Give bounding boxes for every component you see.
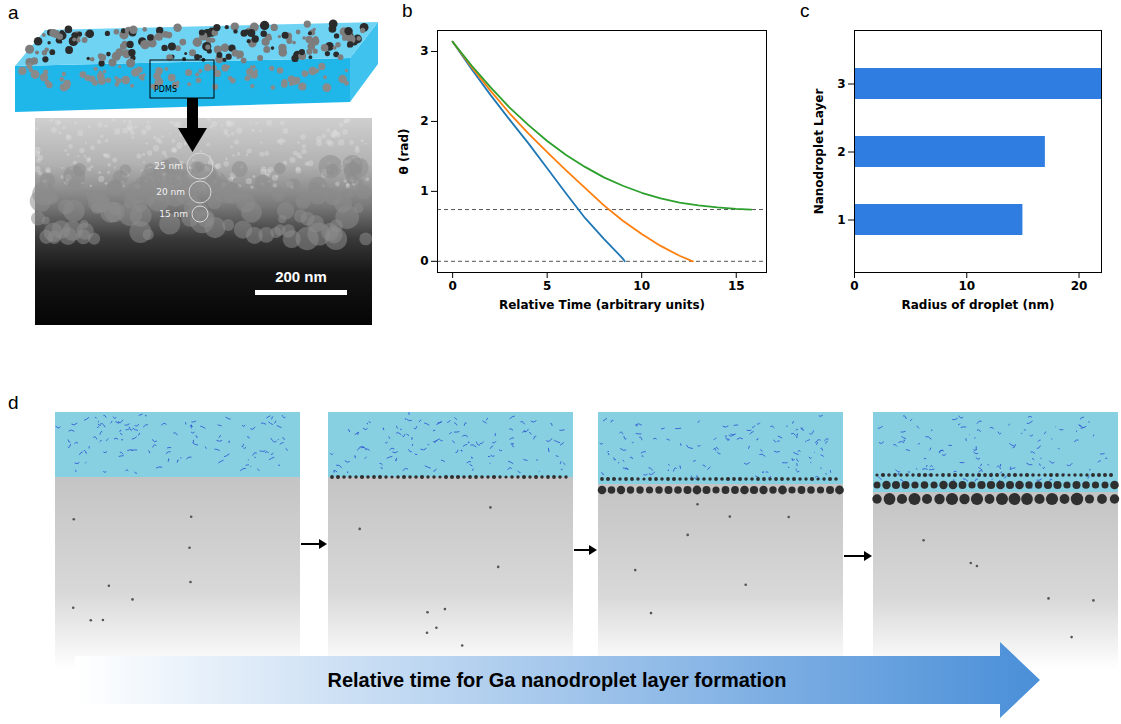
svg-text:200 nm: 200 nm xyxy=(275,268,327,285)
svg-text:0: 0 xyxy=(420,254,428,268)
svg-text:25 nm: 25 nm xyxy=(154,161,183,171)
html-text:a: a xyxy=(8,2,19,23)
svg-text:20 nm: 20 nm xyxy=(156,187,185,197)
svg-text:1: 1 xyxy=(837,213,845,227)
svg-text:10: 10 xyxy=(633,279,650,293)
svg-text:0: 0 xyxy=(850,279,858,293)
svg-text:Relative time for Ga nanodropl: Relative time for Ga nanodroplet layer f… xyxy=(328,669,787,691)
svg-text:2: 2 xyxy=(837,145,845,159)
svg-text:5: 5 xyxy=(543,279,551,293)
svg-text:1: 1 xyxy=(420,184,428,198)
svg-text:15 nm: 15 nm xyxy=(159,209,188,219)
svg-text:0: 0 xyxy=(448,279,456,293)
html-text:c: c xyxy=(800,0,810,21)
svg-text:Radius of droplet (nm): Radius of droplet (nm) xyxy=(901,298,1054,312)
svg-text:Relative Time (arbitrary units: Relative Time (arbitrary units) xyxy=(499,298,705,312)
svg-text:PDMS: PDMS xyxy=(154,85,177,94)
svg-text:2: 2 xyxy=(420,114,428,128)
svg-text:10: 10 xyxy=(958,279,975,293)
svg-text:Nanodroplet Layer: Nanodroplet Layer xyxy=(812,89,826,215)
html-text:b: b xyxy=(402,0,413,21)
svg-text:3: 3 xyxy=(420,44,428,58)
svg-text:θ (rad): θ (rad) xyxy=(397,129,411,175)
svg-text:3: 3 xyxy=(837,77,845,91)
svg-text:15: 15 xyxy=(728,279,745,293)
svg-text:20: 20 xyxy=(1071,279,1088,293)
html-text:d: d xyxy=(8,392,19,413)
